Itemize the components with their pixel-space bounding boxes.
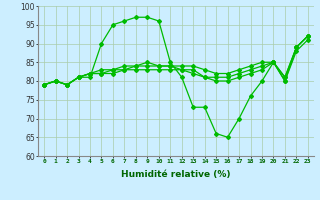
X-axis label: Humidité relative (%): Humidité relative (%) bbox=[121, 170, 231, 179]
